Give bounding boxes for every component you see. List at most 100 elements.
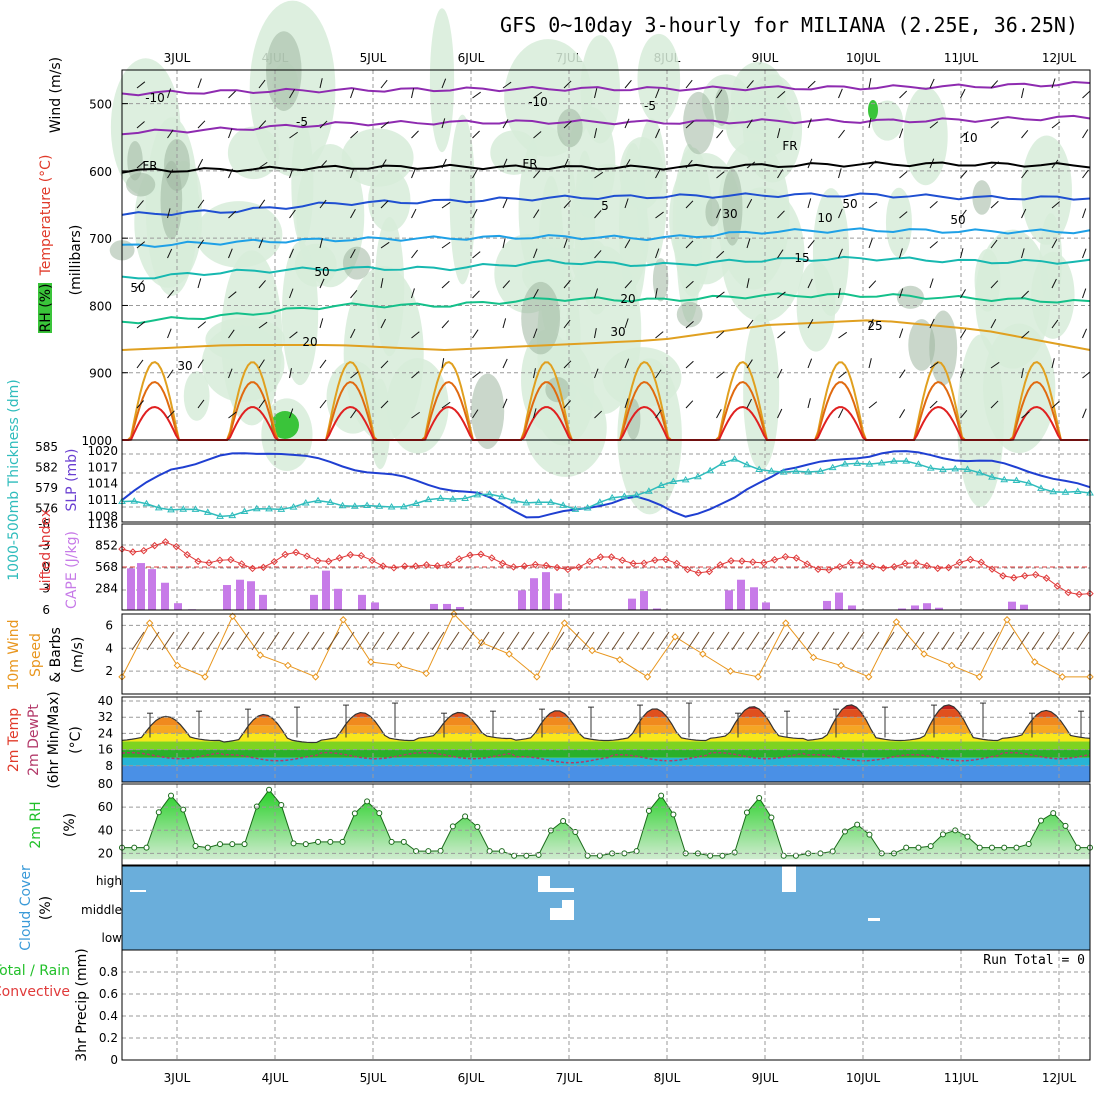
wind-barb [655, 88, 660, 99]
wind-barb [807, 398, 811, 409]
li-marker [672, 559, 681, 568]
thickness-marker [926, 464, 935, 471]
wind10-marker [533, 673, 541, 681]
li-marker [314, 556, 322, 565]
cloud-cell [868, 918, 880, 921]
rh-shade [449, 114, 476, 285]
rh2m-marker [168, 792, 175, 799]
x-tick-label-bottom: 9JUL [752, 1071, 779, 1085]
li-marker [836, 562, 844, 571]
wind-barb [380, 360, 389, 369]
wind10-barb [476, 631, 490, 651]
rh-shade [726, 95, 794, 159]
wind-barb [136, 280, 144, 289]
li-marker [727, 557, 735, 565]
li-marker [390, 564, 398, 572]
li-marker [651, 556, 659, 564]
wind10-marker [422, 669, 430, 678]
wind-barb [472, 329, 479, 339]
temp-band [122, 709, 1090, 718]
wind10-barb [686, 631, 700, 651]
axis-label-rhpct: (%) [62, 813, 78, 837]
wind-barb [594, 210, 602, 219]
wind10-barb [251, 631, 265, 651]
wind-barb [685, 360, 694, 369]
wind-barb [380, 278, 384, 289]
x-tick-label-bottom: 10JUL [846, 1071, 881, 1085]
wind-barb [1021, 331, 1030, 339]
cape-bar [430, 603, 438, 610]
contour-label: -5 [644, 99, 656, 113]
wind-barb [868, 318, 874, 329]
li-marker [455, 555, 463, 563]
li-marker [401, 562, 409, 570]
wind10-barb [1046, 631, 1060, 651]
wind-barb [502, 280, 511, 289]
thickness-marker [510, 496, 518, 504]
thickness-marker [1037, 484, 1045, 491]
wind-barb [472, 371, 481, 379]
wind-barb [899, 288, 904, 299]
wind-barb [228, 248, 233, 259]
li-marker [825, 566, 833, 574]
rh2m-marker [400, 838, 407, 845]
rh2m-marker [1037, 817, 1044, 824]
wind-barb [990, 361, 1000, 369]
rh2m-marker [1074, 844, 1081, 851]
wind-barb [777, 368, 783, 379]
thickness-marker [179, 505, 188, 512]
y-tick-label-li: -3 [38, 539, 50, 553]
wind-barb [1021, 208, 1027, 219]
cape-bar [127, 568, 135, 610]
y-tick-label-slp: 1011 [87, 493, 118, 507]
li-marker [618, 556, 627, 565]
wind-barb [777, 331, 786, 339]
wind-barb [746, 319, 754, 329]
rh-shade-dark [266, 31, 302, 111]
rh-shade-dark [714, 87, 730, 126]
wind-barb [289, 288, 294, 299]
rh2m-marker [302, 841, 309, 848]
wind10-barb [236, 631, 250, 651]
li-marker [803, 560, 811, 568]
rh-shade-dark [164, 139, 190, 191]
wind-barb [319, 359, 327, 369]
wind-barb [777, 210, 785, 219]
thickness-marker [743, 460, 751, 468]
thickness-marker [130, 497, 139, 504]
li-marker [259, 563, 268, 572]
cape-bar [259, 594, 267, 610]
wind-barb [472, 208, 478, 219]
rh2m-marker [731, 849, 738, 856]
thickness-marker [890, 457, 898, 464]
wind-barb [716, 291, 725, 299]
wind-barb [990, 80, 999, 89]
wind-barb [868, 280, 877, 289]
y-tick-label-slp: 1017 [87, 460, 118, 474]
wind-barb [411, 208, 417, 219]
thickness-marker [497, 492, 506, 500]
cape-bar [554, 593, 562, 610]
rh2m-marker [866, 831, 873, 838]
wind-barb [1021, 368, 1024, 379]
wind-barb [380, 241, 390, 249]
wind-barb [868, 78, 872, 89]
rh-shade [957, 334, 1004, 507]
thickness-marker [694, 472, 702, 480]
axis-label-temp2m: 2m Temp [6, 708, 22, 772]
thickness-marker [350, 502, 359, 509]
wind-barb [899, 409, 906, 419]
wind-barb [563, 80, 572, 89]
axis-label-ms: (m/s) [70, 637, 86, 674]
y-tick-label-thickness: 579 [35, 481, 58, 495]
x-tick-label-bottom: 11JUL [944, 1071, 979, 1085]
wind10-marker [699, 650, 707, 658]
wind-barb [960, 289, 966, 299]
li-marker [161, 538, 170, 546]
rh-contour-label: 50 [130, 281, 145, 295]
wind-barb [655, 288, 658, 299]
cape-bar [628, 598, 636, 610]
li-marker [270, 557, 278, 566]
wind-barb [197, 399, 205, 409]
y-tick-label-cape: 1136 [87, 517, 118, 531]
